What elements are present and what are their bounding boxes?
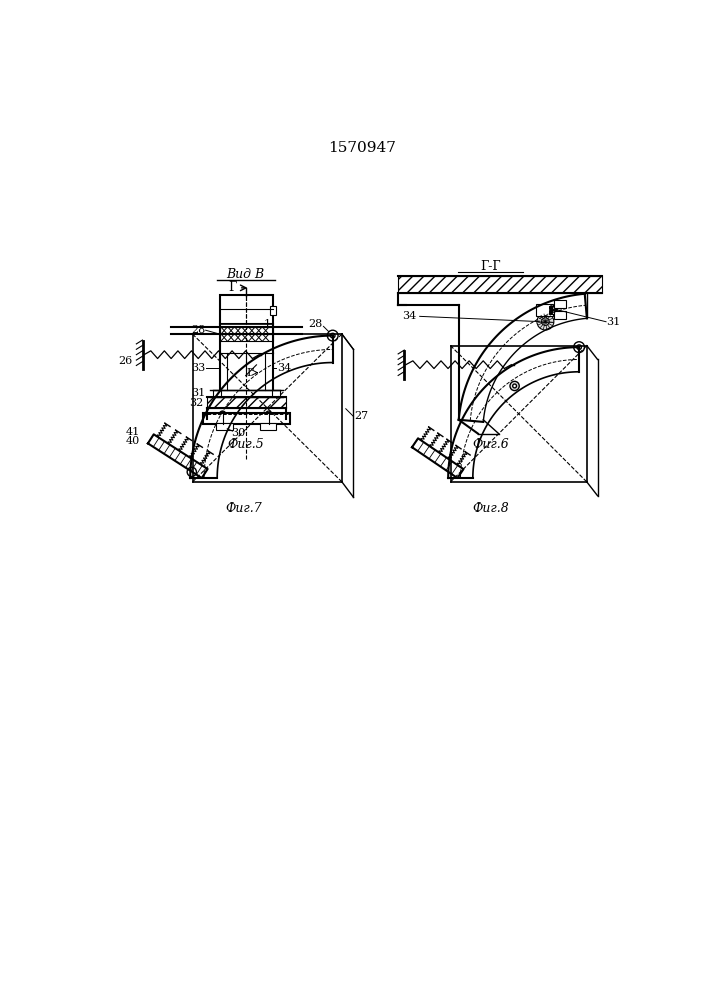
Bar (219, 324, 274, 327)
Text: 1570947: 1570947 (328, 141, 396, 155)
Bar (549, 310, 557, 314)
Bar (549, 306, 557, 309)
Circle shape (550, 306, 553, 309)
Text: Фиг.6: Фиг.6 (472, 438, 509, 451)
Circle shape (542, 318, 549, 325)
Bar (398, 276, 602, 293)
Text: 34: 34 (277, 363, 291, 373)
Circle shape (577, 345, 581, 349)
Text: 34: 34 (402, 311, 417, 321)
Circle shape (187, 467, 197, 477)
Text: 32: 32 (189, 398, 204, 408)
Text: 30: 30 (231, 428, 245, 438)
Text: Г: Г (228, 281, 237, 294)
Circle shape (330, 333, 335, 338)
Text: Г-Г: Г-Г (480, 260, 501, 273)
Circle shape (219, 411, 226, 417)
Text: 31: 31 (191, 388, 205, 398)
Bar (207, 397, 286, 408)
Text: 28: 28 (191, 325, 205, 335)
Polygon shape (148, 434, 208, 478)
Text: 1: 1 (264, 319, 271, 329)
Text: 28: 28 (309, 319, 323, 329)
Bar (219, 334, 274, 341)
Polygon shape (412, 438, 464, 478)
Circle shape (266, 411, 272, 417)
Bar (219, 327, 274, 334)
Bar (554, 311, 566, 319)
Bar (272, 389, 279, 397)
Bar (214, 389, 221, 397)
Bar (216, 423, 233, 430)
Text: 40: 40 (125, 436, 139, 446)
Circle shape (510, 381, 519, 391)
Bar (269, 306, 276, 315)
Circle shape (550, 310, 553, 314)
Text: 33: 33 (191, 363, 205, 373)
Bar (219, 295, 274, 324)
Circle shape (513, 384, 517, 388)
Text: Г: Г (247, 368, 254, 378)
Bar (536, 304, 553, 316)
Bar (203, 413, 291, 424)
Circle shape (573, 342, 585, 353)
Circle shape (537, 313, 554, 330)
Text: 26: 26 (119, 356, 133, 366)
Circle shape (327, 330, 338, 341)
Text: Фиг.5: Фиг.5 (228, 438, 264, 451)
Text: Фиг.7: Фиг.7 (226, 502, 262, 515)
Bar (554, 300, 566, 308)
Text: Вид В: Вид В (227, 267, 264, 280)
Bar (259, 423, 276, 430)
Text: 27: 27 (354, 411, 368, 421)
Text: 31: 31 (607, 317, 621, 327)
Text: 41: 41 (125, 427, 139, 437)
Text: Фиг.8: Фиг.8 (472, 502, 509, 515)
